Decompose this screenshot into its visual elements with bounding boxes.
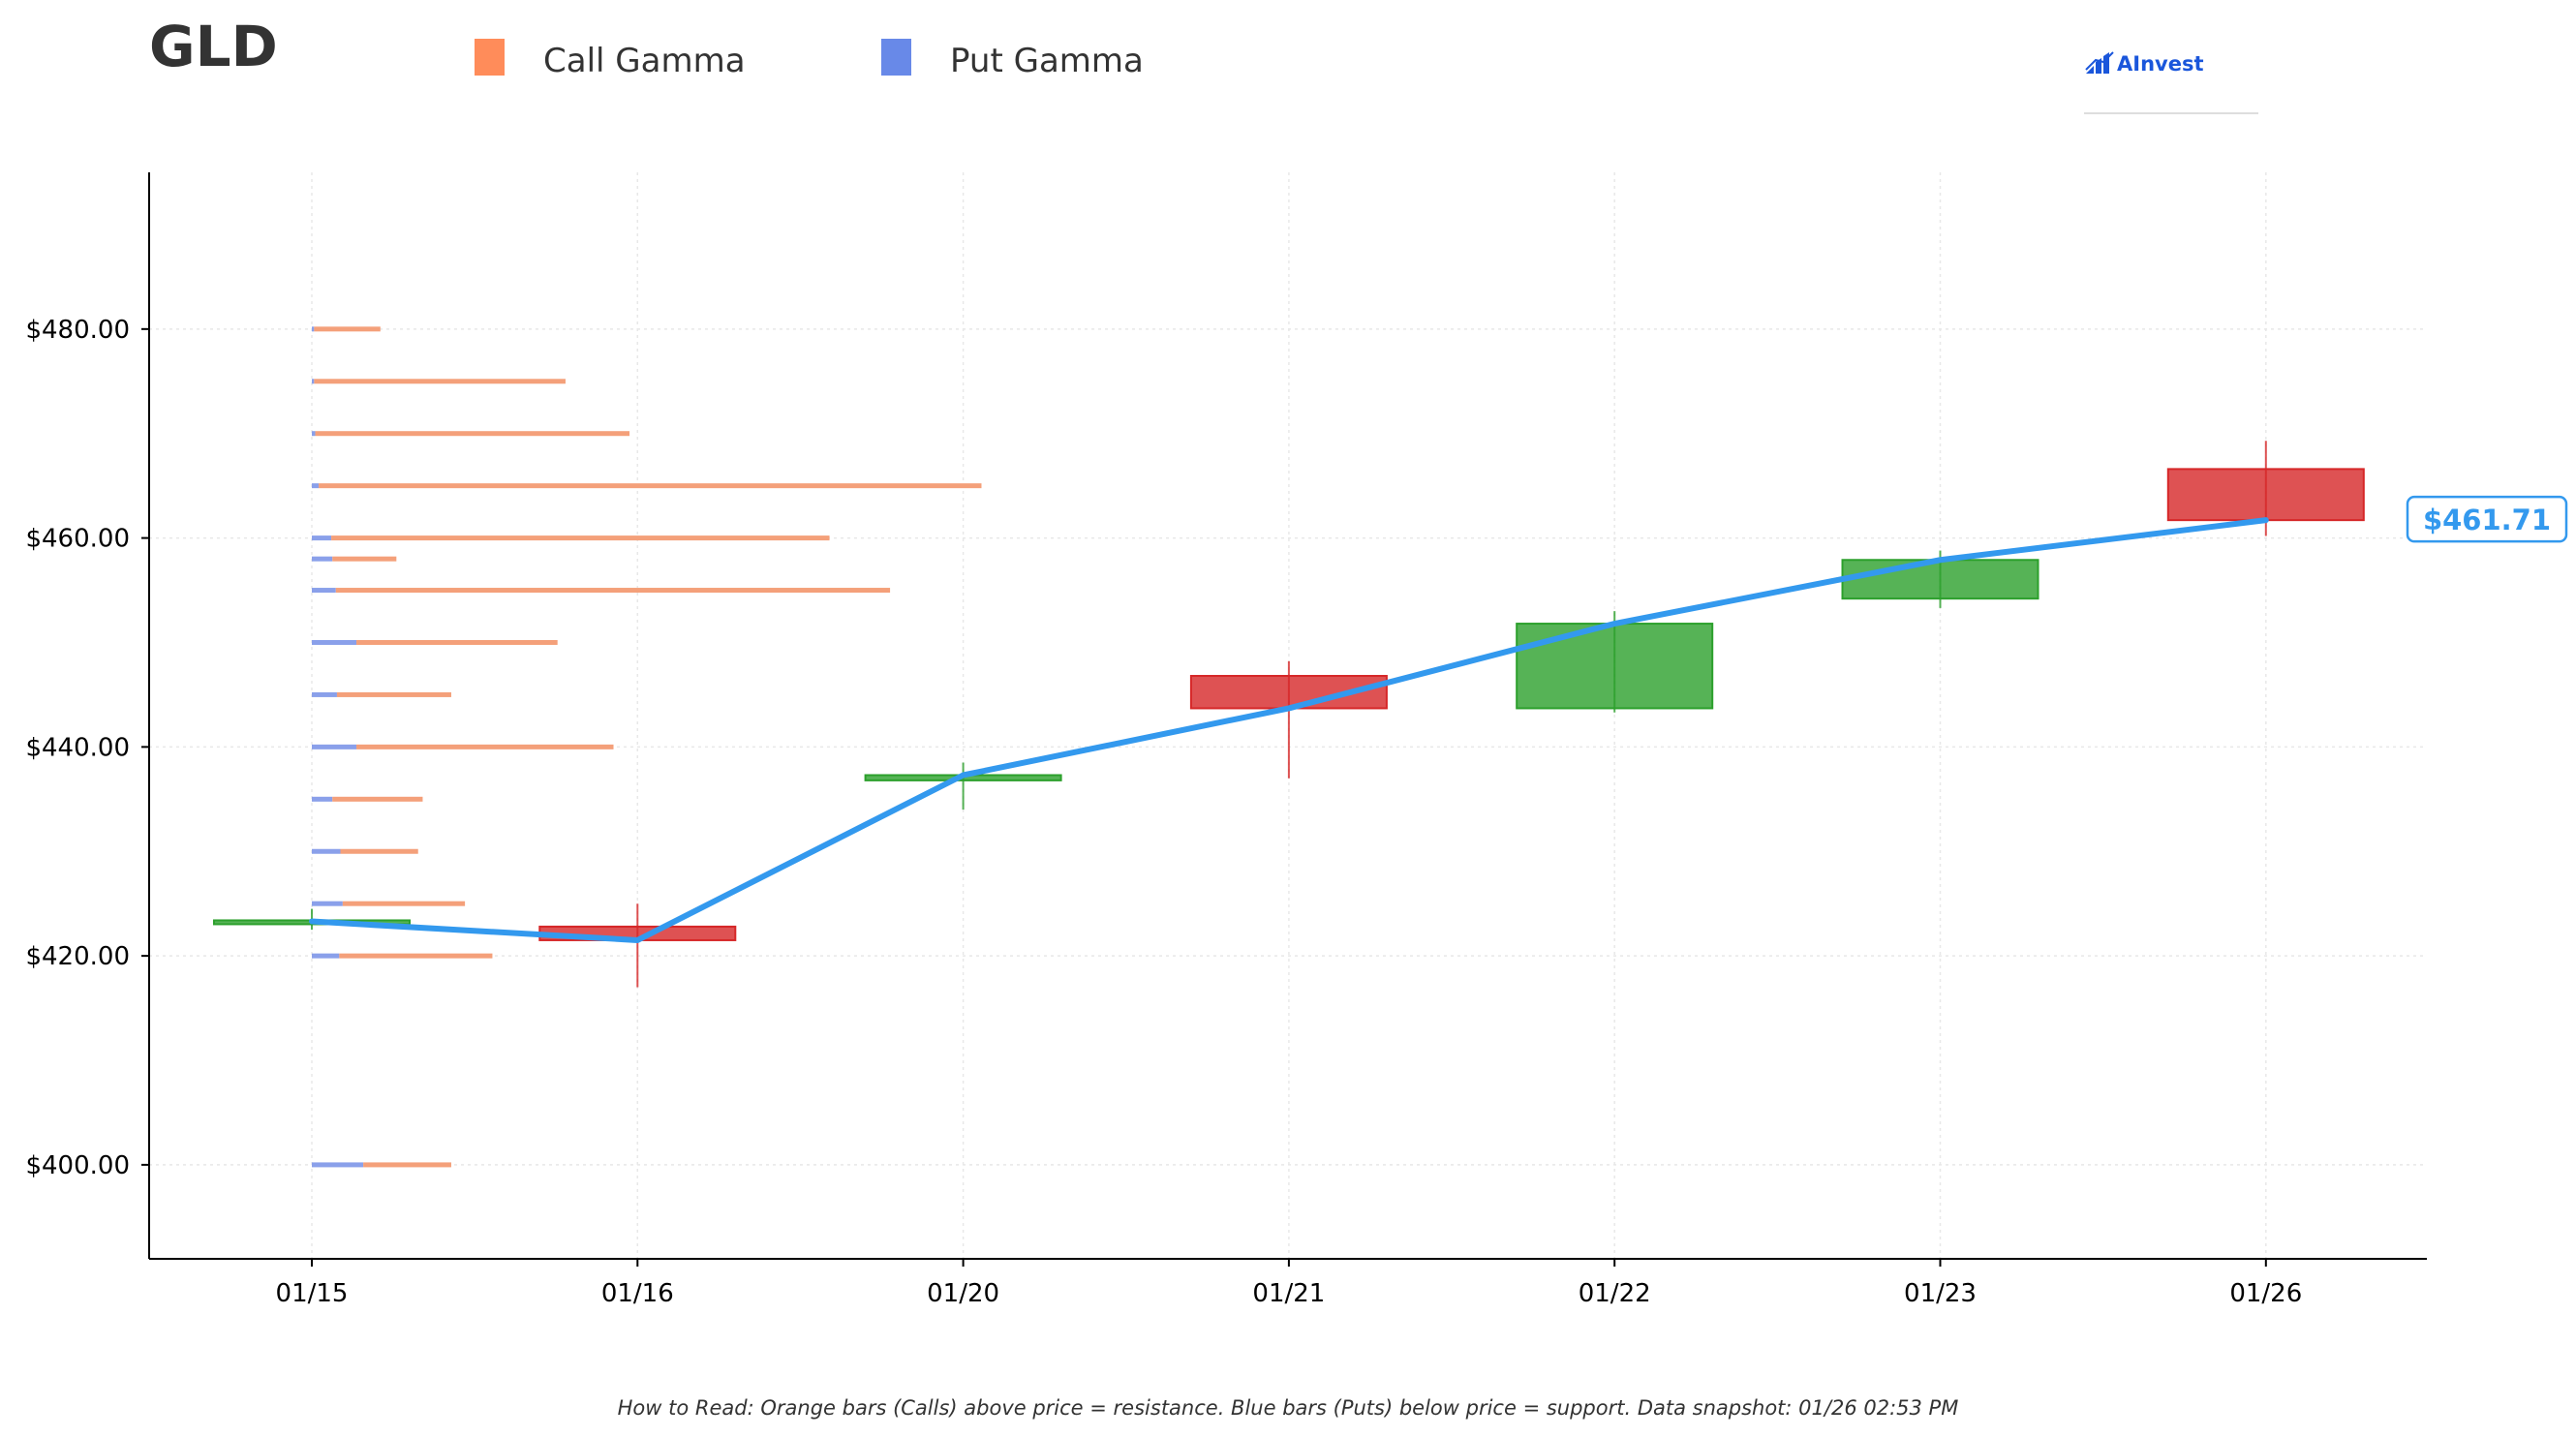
- put-gamma-bar: [312, 431, 316, 437]
- put-gamma-bar: [312, 901, 343, 906]
- x-tick-label: 01/21: [1252, 1279, 1325, 1308]
- candles-layer: [213, 441, 2365, 988]
- x-tick-label: 01/16: [601, 1279, 674, 1308]
- put-gamma-bar: [312, 588, 336, 594]
- call-gamma-bar: [315, 431, 630, 437]
- call-gamma-bar: [340, 848, 418, 854]
- how-to-read-footnote: How to Read: Orange bars (Calls) above p…: [617, 1396, 1959, 1420]
- y-tick-label: $480.00: [25, 316, 130, 345]
- call-gamma-bar: [356, 744, 614, 749]
- call-gamma-bar: [336, 691, 451, 697]
- last-price-badge: [2406, 495, 2568, 543]
- x-tick-label: 01/20: [927, 1279, 999, 1308]
- axis-layer: $400.00 $420.00 $440.00 $460.00 $480.00 01/15…: [25, 172, 2427, 1308]
- call-gamma-bar: [331, 535, 830, 541]
- gamma-candlestick-chart: $400.00 $420.00 $440.00 $460.00 $480.00 01/15…: [25, 172, 2568, 1308]
- x-tick-label: 01/26: [2229, 1279, 2302, 1308]
- put-gamma-bar: [312, 1162, 364, 1168]
- call-gamma-bar: [332, 796, 423, 802]
- legend-label-call: Call Gamma: [543, 42, 746, 80]
- put-gamma-bar: [312, 848, 341, 854]
- put-gamma-bar: [312, 483, 320, 489]
- legend-swatch-call: [475, 39, 505, 76]
- candle-body: [1841, 559, 2039, 600]
- put-gamma-bar: [312, 326, 315, 332]
- candle-body: [2166, 468, 2365, 522]
- last-price-label: $461.71: [2423, 504, 2551, 536]
- x-tick-label: 01/23: [1904, 1279, 1977, 1308]
- put-gamma-bar: [312, 556, 333, 562]
- y-tick-label: $440.00: [25, 733, 130, 762]
- call-gamma-bar: [314, 379, 566, 384]
- call-gamma-bar: [314, 326, 381, 332]
- price-line: [309, 517, 2269, 943]
- legend-swatch-put: [881, 39, 911, 76]
- call-gamma-bar: [335, 588, 891, 594]
- put-gamma-bar: [312, 796, 333, 802]
- call-gamma-bar: [363, 1162, 451, 1168]
- call-gamma-bar: [332, 556, 397, 562]
- ticker-title: GLD: [149, 14, 278, 79]
- legend-item-call-gamma: Call Gamma: [475, 37, 746, 77]
- put-gamma-bar: [312, 953, 340, 959]
- call-gamma-bar: [342, 901, 466, 906]
- put-gamma-bar: [312, 691, 337, 697]
- legend-label-put: Put Gamma: [950, 42, 1144, 80]
- x-tick-label: 01/22: [1579, 1279, 1651, 1308]
- price-line-layer: [309, 517, 2269, 943]
- candle-body: [1516, 623, 1714, 710]
- gamma-bars-layer: [312, 326, 982, 1168]
- put-gamma-bar: [312, 639, 357, 645]
- price-label-layer: $461.71: [2406, 495, 2568, 543]
- y-tick-label: $420.00: [25, 942, 130, 971]
- call-gamma-bar: [339, 953, 493, 959]
- chart-logo-icon: [2085, 51, 2114, 74]
- call-gamma-bar: [356, 639, 558, 645]
- put-gamma-bar: [312, 535, 332, 541]
- call-gamma-bar: [319, 483, 982, 489]
- put-gamma-bar: [312, 379, 315, 384]
- ainvest-logo: AInvest: [2084, 39, 2258, 114]
- legend-item-put-gamma: Put Gamma: [881, 37, 1144, 77]
- put-gamma-bar: [312, 744, 357, 749]
- y-tick-label: $400.00: [25, 1151, 130, 1180]
- x-tick-label: 01/15: [276, 1279, 349, 1308]
- logo-text: AInvest: [2117, 52, 2204, 76]
- y-tick-label: $460.00: [25, 525, 130, 554]
